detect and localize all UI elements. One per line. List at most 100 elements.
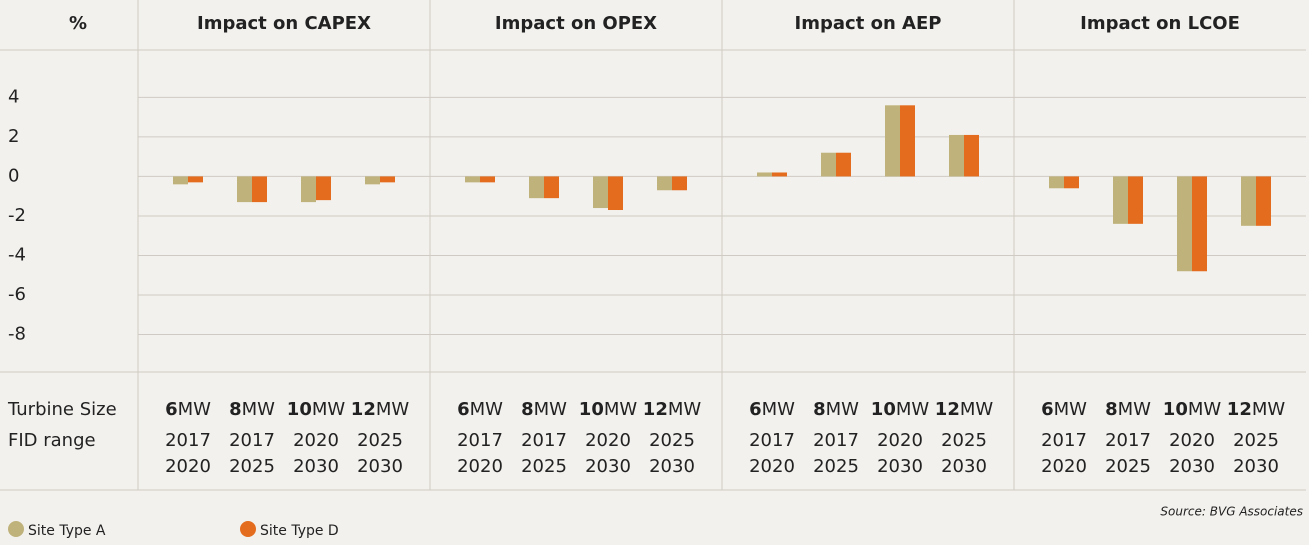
panel-title: Impact on LCOE	[1080, 13, 1240, 34]
fid-from: 2017	[165, 430, 211, 451]
size-value: 10	[287, 399, 312, 420]
size-value: 8	[1105, 399, 1118, 420]
fid-from: 2025	[1233, 430, 1279, 451]
size-unit: MW	[762, 399, 796, 420]
turbine-size: 6MW	[165, 399, 211, 420]
fid-from: 2025	[941, 430, 987, 451]
size-value: 6	[749, 399, 762, 420]
fid-from: 2020	[1169, 430, 1215, 451]
fid-from: 2017	[749, 430, 795, 451]
bar	[608, 176, 623, 211]
bar	[1049, 176, 1064, 189]
bar	[465, 176, 480, 183]
row-label: FID range	[8, 430, 96, 451]
turbine-size: 12MW	[643, 399, 702, 420]
turbine-size: 10MW	[287, 399, 346, 420]
turbine-size: 8MW	[521, 399, 567, 420]
fid-from: 2020	[585, 430, 631, 451]
fid-from: 2017	[1105, 430, 1151, 451]
fid-to: 2030	[357, 456, 403, 477]
fid-to: 2025	[813, 456, 859, 477]
size-value: 12	[1227, 399, 1252, 420]
turbine-size: 8MW	[229, 399, 275, 420]
size-value: 12	[643, 399, 668, 420]
turbine-size: 6MW	[1041, 399, 1087, 420]
fid-to: 2030	[1169, 456, 1215, 477]
size-value: 6	[457, 399, 470, 420]
fid-to: 2030	[877, 456, 923, 477]
source: Source: BVG Associates	[1160, 505, 1303, 519]
bar	[885, 105, 900, 177]
size-unit: MW	[242, 399, 276, 420]
bar	[1256, 176, 1271, 226]
bar	[529, 176, 544, 199]
bar	[593, 176, 608, 209]
fid-from: 2017	[1041, 430, 1087, 451]
turbine-size: 6MW	[457, 399, 503, 420]
bar	[821, 152, 836, 177]
size-value: 8	[229, 399, 242, 420]
y-tick-label: 2	[8, 126, 19, 147]
turbine-size: 8MW	[813, 399, 859, 420]
size-unit: MW	[826, 399, 860, 420]
bar	[301, 176, 316, 203]
size-unit: MW	[1252, 399, 1286, 420]
panel-title: Impact on AEP	[795, 13, 942, 34]
turbine-size: 12MW	[935, 399, 994, 420]
fid-from: 2025	[357, 430, 403, 451]
fid-to: 2030	[941, 456, 987, 477]
size-value: 10	[1163, 399, 1188, 420]
bar	[1241, 176, 1256, 226]
fid-to: 2030	[585, 456, 631, 477]
bar	[1177, 176, 1192, 272]
y-tick-label: -2	[8, 205, 26, 226]
turbine-size: 10MW	[1163, 399, 1222, 420]
bar	[380, 176, 395, 183]
bar	[252, 176, 267, 203]
bar	[1128, 176, 1143, 224]
y-tick-label: -8	[8, 323, 26, 344]
bar	[964, 134, 979, 177]
size-unit: MW	[1054, 399, 1088, 420]
size-unit: MW	[376, 399, 410, 420]
fid-to: 2020	[457, 456, 503, 477]
fid-from: 2017	[521, 430, 567, 451]
fid-to: 2020	[1041, 456, 1087, 477]
fid-to: 2025	[521, 456, 567, 477]
size-value: 10	[579, 399, 604, 420]
size-value: 6	[1041, 399, 1054, 420]
fid-to: 2020	[165, 456, 211, 477]
size-unit: MW	[604, 399, 638, 420]
bar	[900, 105, 915, 177]
y-tick-label: 4	[8, 86, 19, 107]
size-unit: MW	[312, 399, 346, 420]
bar	[237, 176, 252, 203]
size-unit: MW	[1188, 399, 1222, 420]
fid-to: 2025	[1105, 456, 1151, 477]
size-unit: MW	[534, 399, 568, 420]
bar	[757, 172, 772, 177]
bar	[672, 176, 687, 191]
turbine-size: 6MW	[749, 399, 795, 420]
bar	[365, 176, 380, 185]
bar	[544, 176, 559, 199]
fid-from: 2025	[649, 430, 695, 451]
bar	[1113, 176, 1128, 224]
bar	[188, 176, 203, 183]
axis-unit: %	[69, 13, 87, 34]
size-value: 12	[351, 399, 376, 420]
fid-to: 2020	[749, 456, 795, 477]
panel-title: Impact on OPEX	[495, 13, 657, 34]
turbine-size: 8MW	[1105, 399, 1151, 420]
fid-from: 2020	[877, 430, 923, 451]
fid-from: 2017	[229, 430, 275, 451]
size-value: 8	[521, 399, 534, 420]
fid-from: 2020	[293, 430, 339, 451]
turbine-size: 12MW	[351, 399, 410, 420]
size-unit: MW	[470, 399, 504, 420]
fid-to: 2025	[229, 456, 275, 477]
bar	[480, 176, 495, 183]
turbine-size: 12MW	[1227, 399, 1286, 420]
size-unit: MW	[896, 399, 930, 420]
